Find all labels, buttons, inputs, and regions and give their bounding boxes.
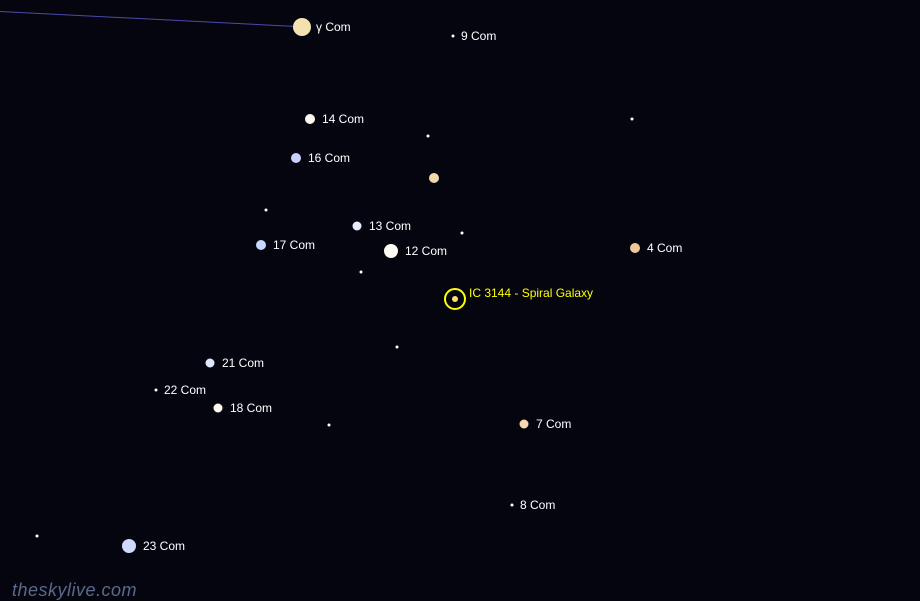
star [291, 153, 301, 163]
star-label: 23 Com [143, 539, 185, 553]
star [122, 539, 136, 553]
star [305, 114, 315, 124]
star-label: γ Com [316, 20, 351, 34]
star [384, 244, 398, 258]
star-chart: γ Com 9 Com 14 Com 16 Com 13 Com 17 Com 12 Com… [0, 0, 920, 600]
star [427, 135, 430, 138]
star [328, 424, 331, 427]
star [206, 359, 215, 368]
star [353, 222, 362, 231]
star [214, 404, 223, 413]
star-label: 12 Com [405, 244, 447, 258]
star [360, 271, 363, 274]
star-label: 8 Com [520, 498, 555, 512]
star [256, 240, 266, 250]
star-label: 18 Com [230, 401, 272, 415]
target-dot [452, 296, 458, 302]
star [429, 173, 439, 183]
watermark: theskylive.com [12, 580, 137, 601]
star-label: 13 Com [369, 219, 411, 233]
star-label: 17 Com [273, 238, 315, 252]
star [155, 389, 158, 392]
star [265, 209, 268, 212]
star-label: 21 Com [222, 356, 264, 370]
star-label: 4 Com [647, 241, 682, 255]
target-label: IC 3144 - Spiral Galaxy [469, 286, 593, 300]
star-label: 16 Com [308, 151, 350, 165]
star [396, 346, 399, 349]
star-label: 22 Com [164, 383, 206, 397]
star [461, 232, 464, 235]
star [36, 535, 39, 538]
star [630, 243, 640, 253]
constellation-line [0, 11, 297, 27]
star-label: 14 Com [322, 112, 364, 126]
star [511, 504, 514, 507]
star-label: 7 Com [536, 417, 571, 431]
star-label: 9 Com [461, 29, 496, 43]
star [520, 420, 529, 429]
star [631, 118, 634, 121]
star [293, 18, 311, 36]
star [452, 35, 455, 38]
